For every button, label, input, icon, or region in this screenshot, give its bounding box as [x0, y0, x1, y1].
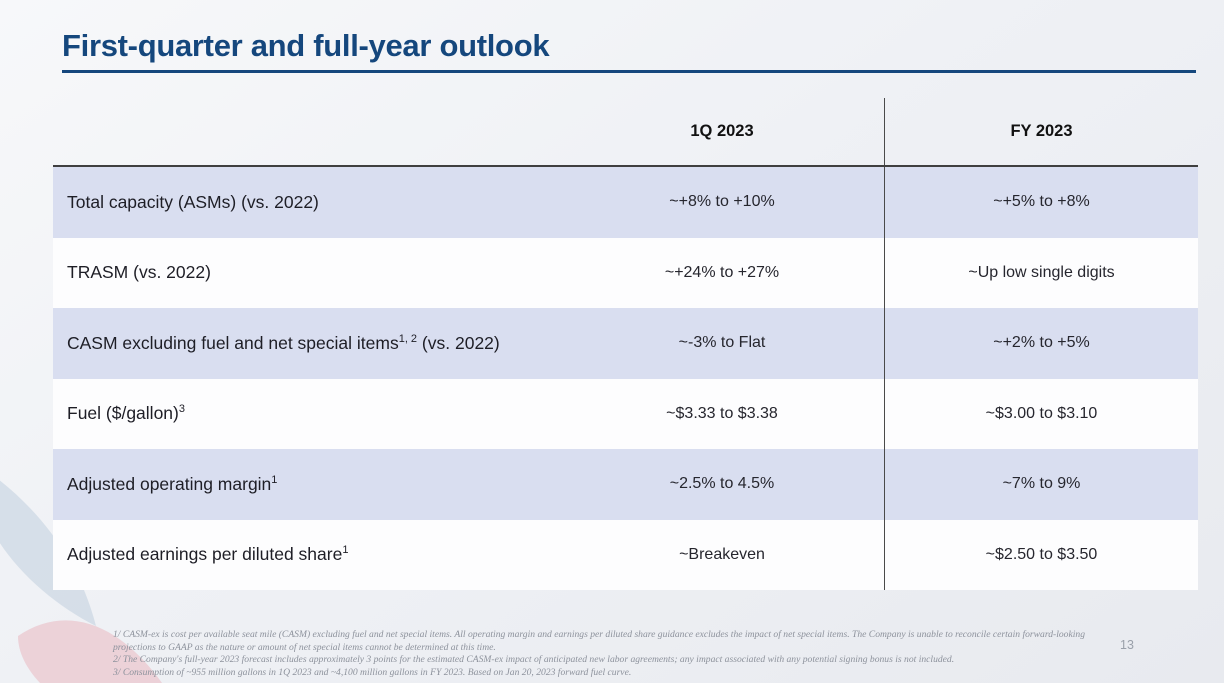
row-label-text: Fuel ($/gallon) — [67, 403, 179, 424]
row-label-text: Adjusted earnings per diluted share — [67, 544, 343, 565]
slide-title: First-quarter and full-year outlook — [62, 28, 550, 63]
row-q1-value: ~2.5% to 4.5% — [669, 475, 775, 493]
footnote-ref: 3 — [178, 403, 185, 416]
row-fy-value: ~+2% to +5% — [884, 308, 1198, 379]
row-fy-value: ~$2.50 to $3.50 — [884, 519, 1198, 590]
row-label: Adjusted earnings per diluted share1 — [53, 544, 560, 565]
row-label: Fuel ($/gallon)3 — [53, 403, 560, 424]
row-fy-value: ~$3.00 to $3.10 — [884, 378, 1198, 449]
table-row-trasm: TRASM (vs. 2022) ~+24% to +27% ~Up low s… — [53, 237, 1198, 308]
row-q1-value: ~-3% to Flat — [678, 334, 766, 352]
row-label-text: TRASM (vs. 2022) — [67, 262, 211, 283]
footnote-3: 3/ Consumption of ~955 million gallons i… — [113, 666, 632, 678]
footnote-ref: 1 — [342, 544, 349, 557]
row-label-tail: (vs. 2022) — [417, 332, 500, 353]
row-q1-value: ~$3.33 to $3.38 — [666, 404, 778, 422]
row-fy-value: ~Up low single digits — [884, 237, 1198, 308]
row-label: CASM excluding fuel and net special item… — [53, 333, 560, 354]
row-label-text: Adjusted operating margin — [67, 473, 272, 494]
header-fy-2023: FY 2023 — [884, 98, 1198, 165]
row-label-text: CASM excluding fuel and net special item… — [67, 332, 399, 353]
table-row-fuel: Fuel ($/gallon)3 ~$3.33 to $3.38 ~$3.00 … — [53, 378, 1198, 449]
row-label: Total capacity (ASMs) (vs. 2022) — [53, 192, 560, 213]
table-header-row: 1Q 2023 FY 2023 — [53, 98, 1198, 165]
footnote-ref: 1 — [271, 473, 278, 486]
row-label: Adjusted operating margin1 — [53, 474, 560, 495]
table-row-adjusted-operating-margin: Adjusted operating margin1 ~2.5% to 4.5%… — [53, 449, 1198, 520]
table-row-adjusted-eps: Adjusted earnings per diluted share1 ~Br… — [53, 519, 1198, 590]
footnote-ref: 1, 2 — [398, 332, 418, 345]
row-q1-value: ~Breakeven — [679, 545, 765, 563]
footnote-1: 1/ CASM-ex is cost per available seat mi… — [113, 629, 1085, 653]
row-q1-value: ~+8% to +10% — [669, 193, 775, 211]
row-fy-value: ~7% to 9% — [884, 449, 1198, 520]
table-row-casm-ex: CASM excluding fuel and net special item… — [53, 308, 1198, 379]
footnotes: 1/ CASM-ex is cost per available seat mi… — [113, 629, 1103, 680]
page-number: 13 — [1120, 638, 1134, 652]
footnote-2: 2/ The Company's full-year 2023 forecast… — [113, 654, 955, 666]
header-1q-2023: 1Q 2023 — [690, 122, 754, 140]
row-label-text: Total capacity (ASMs) (vs. 2022) — [67, 191, 319, 212]
outlook-table: 1Q 2023 FY 2023 Total capacity (ASMs) (v… — [53, 98, 1198, 590]
row-q1-value: ~+24% to +27% — [664, 263, 780, 281]
table-row-total-capacity: Total capacity (ASMs) (vs. 2022) ~+8% to… — [53, 167, 1198, 238]
title-underline — [62, 70, 1196, 73]
table-body: Total capacity (ASMs) (vs. 2022) ~+8% to… — [53, 165, 1198, 590]
row-label: TRASM (vs. 2022) — [53, 262, 560, 283]
row-fy-value: ~+5% to +8% — [884, 167, 1198, 238]
